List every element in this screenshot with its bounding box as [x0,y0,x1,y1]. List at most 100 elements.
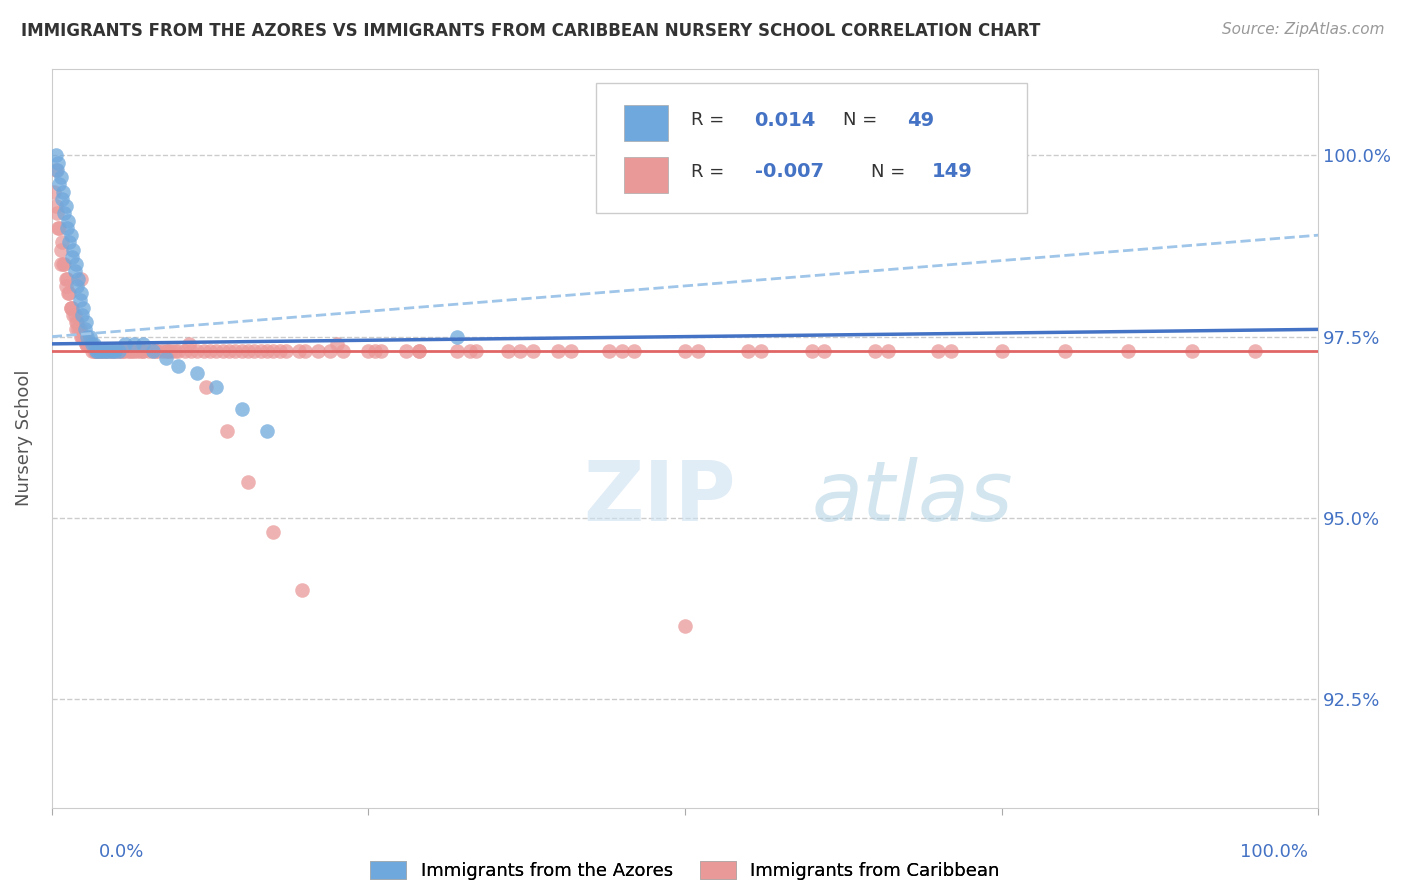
Point [76,329,98,343]
Point [749,344,772,359]
Point [274,344,297,359]
Point [101,344,124,359]
Point [737,344,759,359]
Point [73,329,96,343]
Point [51,192,73,206]
Point [94,344,117,359]
Point [82,344,104,359]
Point [52,257,75,271]
Text: 149: 149 [932,162,973,181]
Point [395,344,418,359]
Point [67,271,90,285]
Point [211,344,233,359]
Point [363,344,385,359]
Point [598,344,620,359]
Legend: Immigrants from the Azores, Immigrants from Caribbean: Immigrants from the Azores, Immigrants f… [363,854,1007,888]
Point [58,213,80,227]
Point [458,344,481,359]
Point [72,301,94,315]
Text: N =: N = [872,163,911,181]
Point [111,344,134,359]
Point [193,344,215,359]
Point [186,366,208,380]
Point [45,199,67,213]
Point [67,322,90,336]
Point [325,337,347,351]
Point [1180,344,1202,359]
Point [104,344,127,359]
Point [72,329,94,343]
Point [142,344,165,359]
Point [370,344,392,359]
Point [89,344,111,359]
Point [63,264,86,278]
Point [269,344,291,359]
Point [70,271,93,285]
FancyBboxPatch shape [596,83,1026,212]
Point [465,344,488,359]
Point [560,344,582,359]
Point [623,344,645,359]
Point [56,221,79,235]
Point [84,344,107,359]
Point [44,185,66,199]
Point [65,322,87,336]
Point [129,344,152,359]
Point [547,344,569,359]
Text: atlas: atlas [811,457,1014,538]
Point [86,344,108,359]
Point [60,301,83,315]
Text: 0.0%: 0.0% [98,843,143,861]
Point [686,344,709,359]
Point [70,329,93,343]
Point [49,243,72,257]
Point [65,315,87,329]
Point [82,337,104,351]
Point [863,344,886,359]
Point [155,351,177,366]
Point [132,344,155,359]
Text: 49: 49 [907,111,934,129]
Point [876,344,898,359]
Point [117,344,139,359]
Point [496,344,519,359]
Point [1053,344,1076,359]
Point [145,344,167,359]
Point [610,344,633,359]
Point [121,344,143,359]
Point [84,344,107,359]
Point [319,344,342,359]
Point [243,344,266,359]
Point [79,329,101,343]
Point [236,344,259,359]
Point [48,178,70,192]
Point [1116,344,1139,359]
Point [157,344,180,359]
Point [446,329,468,343]
Point [58,235,80,250]
Point [120,344,142,359]
Point [56,271,79,285]
Point [927,344,949,359]
Point [357,344,380,359]
Point [205,380,228,394]
Point [49,170,72,185]
Point [332,344,354,359]
Point [256,344,278,359]
Point [408,344,430,359]
Point [122,344,145,359]
Point [101,344,124,359]
Point [48,221,70,235]
Point [49,257,72,271]
Bar [624,157,668,193]
Point [177,337,200,351]
Point [65,257,87,271]
Point [256,424,278,438]
Point [69,322,91,336]
Point [215,424,238,438]
Point [198,344,221,359]
Point [93,344,115,359]
Point [287,344,309,359]
Text: -0.007: -0.007 [755,162,824,181]
Point [62,243,84,257]
